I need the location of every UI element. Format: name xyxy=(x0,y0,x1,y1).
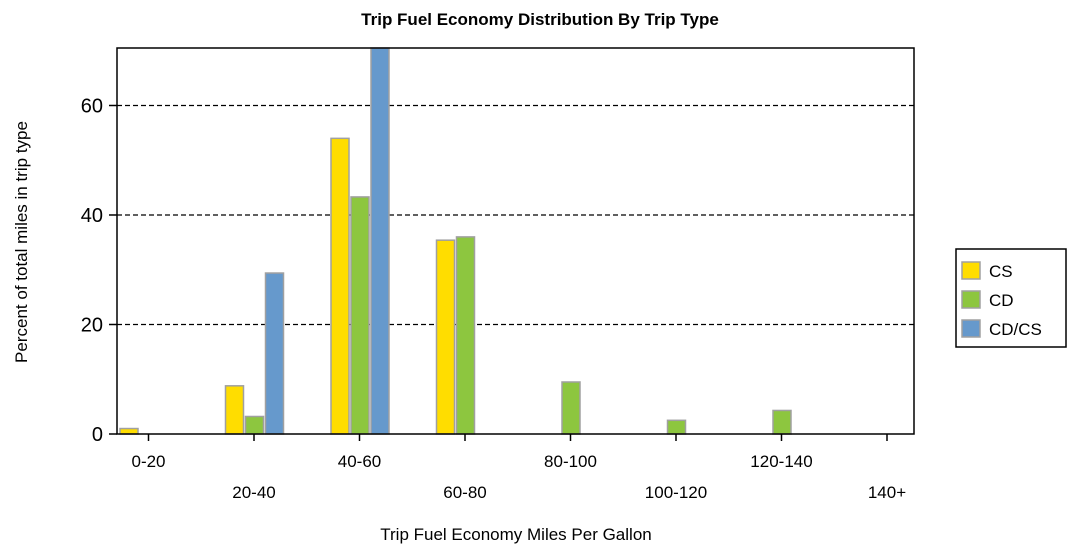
x-axis-label: Trip Fuel Economy Miles Per Gallon xyxy=(380,525,651,544)
legend: CS CD CD/CS xyxy=(955,248,1067,348)
bar xyxy=(264,272,285,435)
bar xyxy=(370,47,390,435)
bar xyxy=(224,385,245,435)
legend-swatch xyxy=(961,261,981,280)
chart-title: Trip Fuel Economy Distribution By Trip T… xyxy=(361,10,719,29)
y-axis-label: Percent of total miles in trip type xyxy=(12,121,31,363)
y-axis: 0 20 40 60 xyxy=(81,95,117,446)
x-tick-label: 120-140 xyxy=(750,452,812,471)
x-tick-label: 140+ xyxy=(868,483,906,502)
y-tick-label: 0 xyxy=(92,424,103,446)
bar xyxy=(455,236,476,435)
gridlines xyxy=(117,104,914,326)
bar xyxy=(772,409,792,435)
x-tick-label: 20-40 xyxy=(232,483,275,502)
x-tick-label: 100-120 xyxy=(645,483,707,502)
bar xyxy=(561,381,581,435)
legend-swatch xyxy=(961,290,981,309)
y-tick-label: 20 xyxy=(81,314,103,336)
bar xyxy=(330,137,350,435)
bar xyxy=(244,415,265,435)
legend-label: CD xyxy=(989,291,1014,310)
bar xyxy=(435,239,456,435)
x-tick-label: 60-80 xyxy=(443,483,486,502)
bar xyxy=(350,196,370,435)
legend-swatch xyxy=(961,319,981,338)
x-tick-label: 0-20 xyxy=(131,452,165,471)
x-axis: 0-20 20-40 40-60 60-80 80-100 100-120 120-140 1… xyxy=(131,434,906,502)
x-tick-label: 80-100 xyxy=(544,452,597,471)
y-tick-label: 40 xyxy=(81,205,103,227)
y-tick-label: 60 xyxy=(81,95,103,117)
legend-label: CS xyxy=(989,262,1013,281)
bar xyxy=(666,419,687,435)
legend-label: CD/CS xyxy=(989,320,1042,339)
bar xyxy=(119,427,139,435)
plot-frame xyxy=(116,47,915,435)
x-tick-label: 40-60 xyxy=(338,452,381,471)
